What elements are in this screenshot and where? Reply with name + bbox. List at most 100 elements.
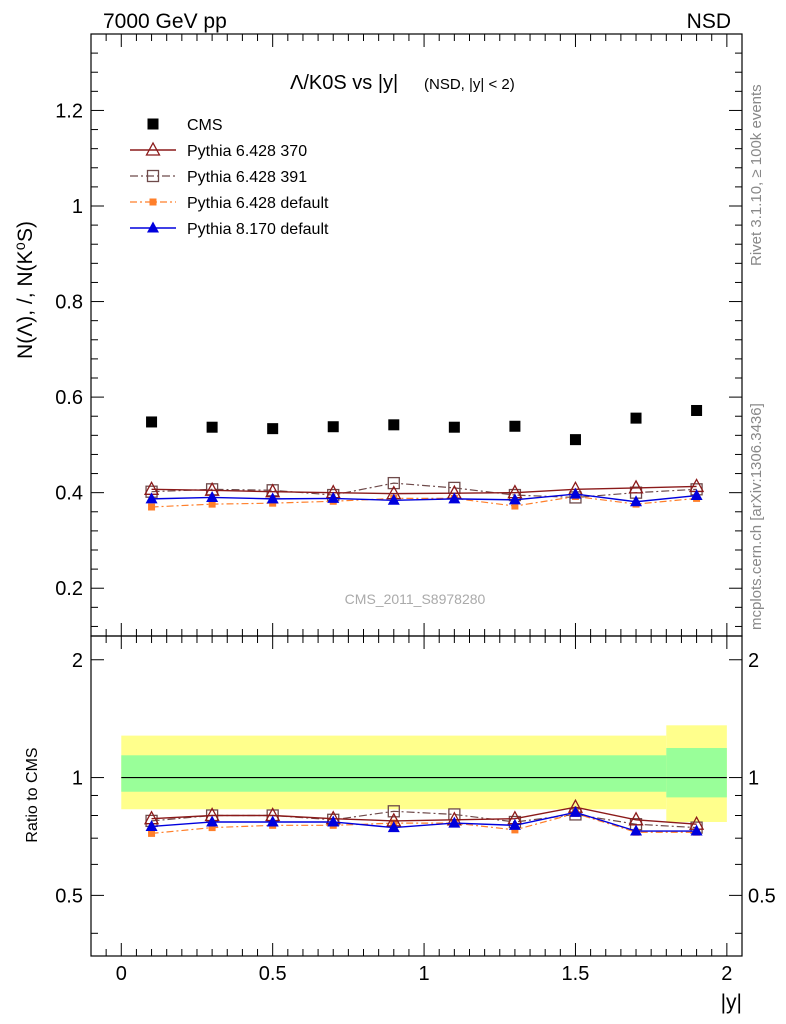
main-y-tick-label: 0.8 bbox=[55, 292, 83, 314]
main-point-cms bbox=[691, 404, 703, 416]
legend-entry-pythia-6-428-391: Pythia 6.428 391 bbox=[130, 169, 307, 186]
ratio-point-pythia-8-170-default bbox=[387, 821, 400, 833]
main-point-pythia-8-170-default bbox=[266, 492, 279, 504]
main-point-pythia-8-170-default bbox=[448, 492, 461, 504]
ratio-y-axis-label: Ratio to CMS bbox=[24, 747, 41, 842]
legend-entry-pythia-6-428-370: Pythia 6.428 370 bbox=[130, 141, 307, 160]
main-line-pythia-6-428-370 bbox=[151, 485, 697, 495]
main-point-pythia-8-170-default bbox=[387, 493, 400, 505]
main-point-pythia-8-170-default bbox=[690, 489, 703, 501]
ratio-point-pythia-8-170-default bbox=[630, 824, 643, 836]
main-point-cms bbox=[630, 412, 642, 424]
main-point-cms bbox=[509, 420, 521, 432]
main-point-pythia-6-428-default bbox=[511, 502, 519, 510]
ratio-y-tick-label: 1 bbox=[72, 768, 83, 790]
ratio-point-pythia-8-170-default bbox=[266, 815, 279, 827]
ratio-point-pythia-8-170-default bbox=[327, 815, 340, 827]
legend-marker bbox=[149, 198, 157, 206]
mcplots-label: mcplots.cern.ch [arXiv:1306.3436] bbox=[748, 403, 765, 630]
ratio-plot-area bbox=[143, 798, 705, 837]
main-point-pythia-8-170-default bbox=[206, 490, 219, 502]
main-line-pythia-8-170-default bbox=[151, 493, 697, 503]
ratio-y-tick-label: 2 bbox=[72, 650, 83, 672]
ratio-point-pythia-6-428-391 bbox=[387, 805, 400, 818]
ratio-point-pythia-6-428-default bbox=[148, 829, 156, 837]
legend-marker bbox=[146, 169, 160, 183]
ratio-band-inner bbox=[666, 748, 727, 798]
rivet-label: Rivet 3.1.10, ≥ 100k events bbox=[748, 84, 765, 266]
process-label: NSD bbox=[687, 10, 731, 33]
ratio-y-tick-label-right: 0.5 bbox=[748, 885, 776, 907]
legend-label: Pythia 8.170 default bbox=[187, 221, 329, 238]
main-y-tick-label: 0.6 bbox=[55, 387, 83, 409]
ratio-y-tick-label: 0.5 bbox=[55, 885, 83, 907]
main-point-pythia-6-428-default bbox=[208, 500, 216, 508]
x-tick-label: 1 bbox=[419, 963, 430, 985]
ratio-point-pythia-8-170-default bbox=[569, 805, 582, 817]
main-y-tick-label: 0.2 bbox=[55, 578, 83, 600]
ratio-line-pythia-8-170-default bbox=[151, 811, 697, 832]
main-line-pythia-6-428-391 bbox=[151, 482, 697, 499]
x-axis-label: |y| bbox=[721, 991, 742, 1014]
main-point-cms bbox=[448, 421, 460, 433]
ratio-line-pythia-6-428-default bbox=[151, 812, 697, 834]
main-point-pythia-8-170-default bbox=[508, 493, 521, 505]
ratio-point-pythia-6-428-default bbox=[511, 826, 519, 834]
legend-marker bbox=[147, 221, 159, 233]
main-point-cms bbox=[267, 423, 279, 435]
ratio-point-pythia-8-170-default bbox=[448, 816, 461, 828]
legend: CMS Pythia 6.428 370 Pythia 6.428 391 Pythi… bbox=[130, 117, 329, 238]
ratio-point-pythia-8-170-default bbox=[206, 815, 219, 827]
legend-label: Pythia 6.428 391 bbox=[187, 169, 307, 186]
main-point-cms bbox=[206, 421, 218, 433]
main-y-axis-label: N(Λ), /, N(K⁰S) bbox=[14, 221, 37, 359]
main-panel: 0.2 0.4 0.6 0.8 1 1.2 CMS_2011_S8978280 Λ/K0S… bbox=[14, 33, 743, 637]
x-tick-label: 0.5 bbox=[259, 963, 287, 985]
ratio-panel: 0.5 0.5 1 1 2 2 0 0.5 1 1.5 2 Ratio to CMS |y| bbox=[24, 635, 776, 1014]
x-tick-label: 0 bbox=[116, 963, 127, 985]
x-tick-label: 2 bbox=[721, 963, 732, 985]
ratio-y-tick-label-right: 1 bbox=[748, 768, 759, 790]
main-point-cms bbox=[569, 434, 581, 446]
main-point-pythia-8-170-default bbox=[327, 491, 340, 503]
main-point-pythia-8-170-default bbox=[630, 495, 643, 507]
main-point-pythia-8-170-default bbox=[569, 487, 582, 499]
legend-label: CMS bbox=[187, 117, 223, 134]
main-point-cms bbox=[146, 416, 158, 428]
ratio-y-tick-label-right: 2 bbox=[748, 650, 759, 672]
main-title-text: Λ/K0S vs |y| bbox=[290, 72, 398, 94]
legend-marker bbox=[145, 141, 161, 156]
main-title-sub: (NSD, |y| < 2) bbox=[424, 76, 515, 93]
watermark: CMS_2011_S8978280 bbox=[345, 591, 486, 607]
legend-entry-cms: CMS bbox=[147, 117, 223, 134]
main-point-pythia-6-428-391 bbox=[387, 476, 400, 490]
main-ticks: 0.2 0.4 0.6 0.8 1 1.2 bbox=[55, 33, 743, 636]
ratio-point-pythia-6-428-default bbox=[208, 824, 216, 832]
ratio-frame bbox=[90, 635, 743, 957]
ratio-point-pythia-8-170-default bbox=[690, 824, 703, 836]
legend-entry-pythia-8-170-default: Pythia 8.170 default bbox=[130, 221, 329, 238]
energy-label: 7000 GeV pp bbox=[103, 10, 227, 33]
main-y-tick-label: 1 bbox=[72, 196, 83, 218]
ratio-band-inner bbox=[121, 755, 667, 792]
legend-entry-pythia-6-428-default: Pythia 6.428 default bbox=[130, 195, 329, 212]
legend-marker bbox=[147, 118, 159, 130]
main-point-cms bbox=[388, 419, 400, 431]
main-line-pythia-6-428-default bbox=[151, 495, 697, 508]
main-point-pythia-6-428-370 bbox=[628, 479, 644, 494]
main-title: Λ/K0S vs |y| (NSD, |y| < 2) bbox=[290, 72, 515, 94]
legend-label: Pythia 6.428 370 bbox=[187, 143, 307, 160]
main-point-pythia-6-428-default bbox=[148, 503, 156, 511]
ratio-point-pythia-8-170-default bbox=[145, 819, 158, 831]
ratio-line-pythia-6-428-370 bbox=[151, 806, 697, 825]
legend-label: Pythia 6.428 default bbox=[187, 195, 329, 212]
ratio-bands bbox=[121, 725, 727, 822]
ratio-ticks: 0.5 0.5 1 1 2 2 0 0.5 1 1.5 2 bbox=[55, 636, 776, 985]
main-point-pythia-8-170-default bbox=[145, 492, 158, 504]
main-point-cms bbox=[327, 421, 339, 433]
ratio-point-pythia-8-170-default bbox=[508, 818, 521, 830]
x-tick-label: 1.5 bbox=[562, 963, 590, 985]
main-y-tick-label: 1.2 bbox=[55, 100, 83, 122]
main-y-tick-label: 0.4 bbox=[55, 483, 83, 505]
